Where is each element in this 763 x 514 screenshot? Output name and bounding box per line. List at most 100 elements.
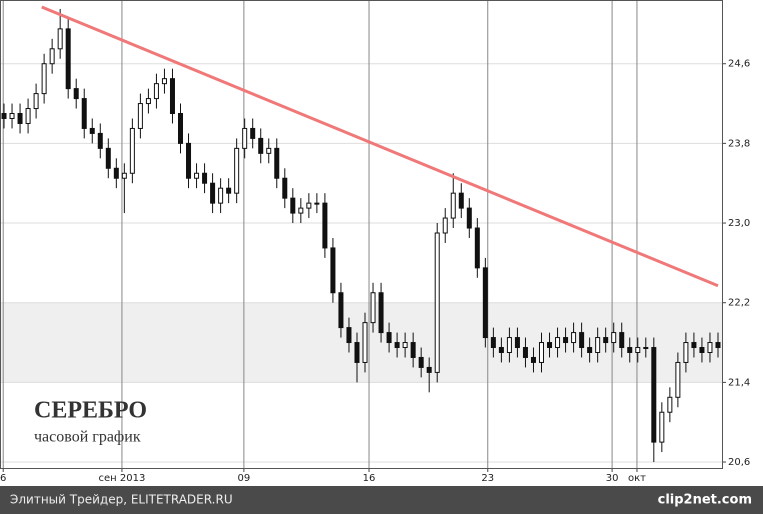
candle-body — [258, 137, 264, 154]
candle-body — [282, 177, 288, 199]
candle-body — [643, 347, 649, 350]
candle-body — [538, 342, 545, 363]
candle-body — [370, 292, 376, 324]
candle-body — [129, 127, 135, 174]
candle-body — [113, 167, 119, 179]
footer-text: Элитный Трейдер, ELITETRADER.RU — [10, 493, 233, 507]
candle-body — [186, 142, 192, 179]
candle-body — [378, 292, 384, 334]
candle-body — [226, 187, 232, 194]
candle-body — [683, 342, 689, 363]
candle-body — [490, 337, 496, 349]
y-tick-label: 21,4 — [728, 377, 750, 388]
candle-body — [330, 247, 336, 294]
trend-line — [41, 5, 719, 288]
candle-body — [506, 337, 512, 353]
chart-subtitle: часовой график — [34, 429, 141, 446]
footer-bar — [0, 486, 763, 514]
y-tick-label: 22,2 — [728, 298, 750, 309]
candle-body — [161, 78, 167, 85]
candle-body — [41, 63, 47, 95]
candle-body — [65, 28, 71, 90]
candle-body — [33, 93, 39, 110]
watermark: clip2net.com — [658, 493, 752, 508]
candle-body — [635, 347, 641, 353]
candle-body — [89, 127, 95, 134]
candle-body — [97, 132, 103, 149]
candle-body — [322, 202, 328, 249]
x-tick-label: окт — [628, 473, 646, 484]
x-tick-label: 6 — [0, 473, 6, 484]
candle-body — [450, 192, 456, 219]
candle-body — [73, 88, 79, 100]
candle-body — [474, 227, 480, 269]
candle-body — [442, 217, 448, 234]
candle-body — [250, 127, 256, 139]
candle-body — [426, 366, 432, 373]
candle-body — [675, 361, 681, 398]
candle-body — [25, 108, 31, 124]
candle-body — [587, 347, 593, 353]
candle-body — [603, 337, 609, 344]
candle-body — [177, 113, 184, 144]
candle-body — [410, 342, 416, 358]
candle-body — [651, 347, 657, 443]
candle-body — [1, 113, 7, 119]
candle-body — [611, 332, 617, 344]
candle-body — [210, 182, 216, 204]
candle-body — [707, 342, 713, 353]
x-tick-label: сен 2013 — [99, 473, 146, 484]
y-tick-label: 20,6 — [728, 457, 750, 468]
candle-body — [667, 396, 673, 413]
candle-body — [563, 337, 569, 344]
candle-body — [290, 197, 296, 214]
candle-body — [169, 78, 175, 115]
candle-body — [418, 356, 424, 368]
candle-body — [338, 292, 344, 329]
candle-body — [579, 332, 585, 349]
x-tick-label: 30 — [606, 473, 619, 484]
candle-body — [194, 172, 200, 179]
candle-body — [498, 347, 504, 353]
candle-body — [137, 103, 143, 129]
candle-body — [571, 332, 577, 344]
candle-body — [386, 332, 392, 344]
candle-body — [242, 127, 248, 149]
plot-frame — [0, 0, 723, 469]
candle-body — [9, 113, 15, 119]
y-tick-label: 23,0 — [728, 218, 750, 229]
candle-body — [627, 347, 633, 353]
candle-body — [595, 337, 601, 353]
candle-body — [691, 342, 697, 349]
candle-body — [699, 347, 705, 353]
candle-body — [306, 202, 312, 209]
band — [0, 302, 722, 383]
candle-body — [482, 267, 488, 339]
candle-body — [530, 356, 536, 363]
candle-body — [394, 342, 400, 349]
chart-title: СЕРЕБРО — [34, 398, 147, 424]
candle-body — [49, 48, 55, 65]
candle-body — [274, 147, 280, 179]
candle-body — [522, 347, 528, 358]
candle-body — [57, 28, 63, 50]
candle-body — [466, 207, 472, 229]
candle-body — [402, 342, 408, 349]
candle-body — [298, 207, 304, 214]
x-tick-label: 16 — [363, 473, 376, 484]
candle-body — [314, 202, 320, 205]
y-tick-label: 24,6 — [728, 59, 750, 70]
candle-body — [234, 147, 240, 194]
candle-body — [202, 172, 208, 184]
candle-body — [434, 232, 440, 373]
candle-body — [17, 113, 23, 124]
x-tick-label: 09 — [238, 473, 251, 484]
candle-body — [555, 337, 561, 349]
candle-body — [514, 337, 520, 349]
candle-body — [619, 332, 625, 349]
candle-body — [715, 342, 721, 349]
candle-body — [346, 327, 352, 344]
candle-body — [121, 172, 127, 179]
